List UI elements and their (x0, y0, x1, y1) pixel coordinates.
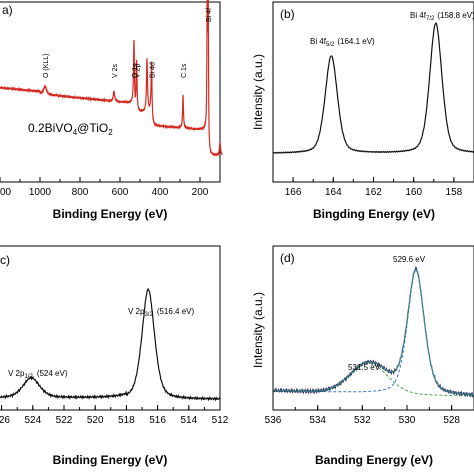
panel-b-peak2-label: Bi 4f7/2 (158.8 eV) (410, 11, 474, 22)
panel-c-tick-label: 520 (87, 415, 104, 426)
panel-d: 536 534 532 530 528 (d) 529.6 eV 531.5 eV In… (251, 245, 474, 467)
panel-c-tick-label: 526 (0, 415, 10, 426)
panel-a-peak-label: O 1s (132, 63, 139, 78)
panel-b-peak1-label: Bi 4f5/2 (164.1 eV) (310, 37, 375, 48)
panel-c-tick-label: 516 (149, 415, 166, 426)
panel-a-frame (0, 1, 221, 183)
panel-a-tick-label: 600 (112, 187, 129, 198)
panel-b-tick-label: 160 (405, 187, 422, 198)
panel-a-peak-label: Bi 4f (206, 8, 213, 22)
panel-b: 166 164 162 160 158 (b) Bi 4f5/2 (164.1 eV) B… (251, 1, 474, 221)
panel-c-frame (0, 245, 221, 411)
panel-a-peak-label: V 2p (135, 63, 142, 78)
panel-d-ylabel: Intensity (a.u.) (251, 292, 265, 368)
panel-b-tick-label: 158 (446, 187, 463, 198)
panel-b-xlabel: Bingding Energy (eV) (313, 207, 435, 221)
panel-a: 1200 1000 800 600 400 200 a) O (KLL) V 2s O 1sV… (0, 0, 223, 221)
panel-a-peak-label: C 1s (181, 63, 188, 78)
panel-a-peak-label: O (KLL) (43, 53, 50, 78)
panel-a-xlabel: Binding Energy (eV) (53, 207, 168, 221)
panel-b-ylabel: Intensity (a.u.) (251, 54, 265, 130)
panel-a-label: a) (2, 3, 13, 17)
panel-d-xlabel: Banding Energy (eV) (315, 453, 433, 467)
panel-c-tick-label: 514 (180, 415, 197, 426)
panel-a-peak-label: V 2s (112, 63, 119, 78)
panel-d-fit (273, 268, 474, 396)
panel-d-component-531 (273, 363, 474, 397)
panel-b-tick-label: 166 (285, 187, 302, 198)
panel-a-tick-label: 200 (192, 187, 209, 198)
panel-a-tick-label: 1200 (0, 187, 12, 198)
panel-d-peak2-label: 531.5 eV (348, 363, 381, 372)
panel-d-spectrum (273, 266, 474, 399)
panel-d-label: (d) (280, 251, 295, 265)
panel-c-peak1-label: V 2p1/2 (524 eV) (8, 369, 68, 380)
panel-b-spectrum (272, 22, 474, 154)
panel-d-tick-label: 530 (399, 415, 416, 426)
panel-b-tick-label: 162 (365, 187, 382, 198)
panel-b-label: (b) (280, 7, 295, 21)
panel-a-peak-label: Bi 4d (150, 62, 157, 78)
panel-c: 526 524 522 520 518 516 514 512 c) V 2p1/2(524 … (0, 245, 229, 467)
panel-b-tick-label: 164 (325, 187, 342, 198)
panel-a-tick-label: 400 (152, 187, 169, 198)
panel-a-spectrum (0, 0, 223, 157)
panel-a-tick-label: 1000 (29, 187, 52, 198)
panel-c-tick-label: 512 (212, 415, 229, 426)
panel-c-label: c) (0, 253, 10, 267)
panel-d-peak1-label: 529.6 eV (393, 255, 426, 264)
panel-c-tick-label: 524 (24, 415, 41, 426)
panel-c-tick-label: 522 (56, 415, 73, 426)
panel-a-sample-label: 0.2BiVO4@TiO2 (28, 121, 113, 137)
panel-d-component-529 (273, 269, 474, 396)
panel-c-tick-label: 518 (118, 415, 135, 426)
panel-d-tick-label: 528 (443, 415, 460, 426)
panel-d-frame (272, 245, 474, 411)
panel-c-spectrum (0, 287, 221, 402)
panel-c-xlabel: Binding Energy (eV) (53, 453, 168, 467)
panel-a-tick-label: 800 (72, 187, 89, 198)
panel-d-tick-label: 536 (265, 415, 282, 426)
panel-d-tick-label: 532 (354, 415, 371, 426)
panel-d-tick-label: 534 (309, 415, 326, 426)
panel-c-peak2-label: V 2p3/2 (516.4 eV) (128, 307, 195, 318)
